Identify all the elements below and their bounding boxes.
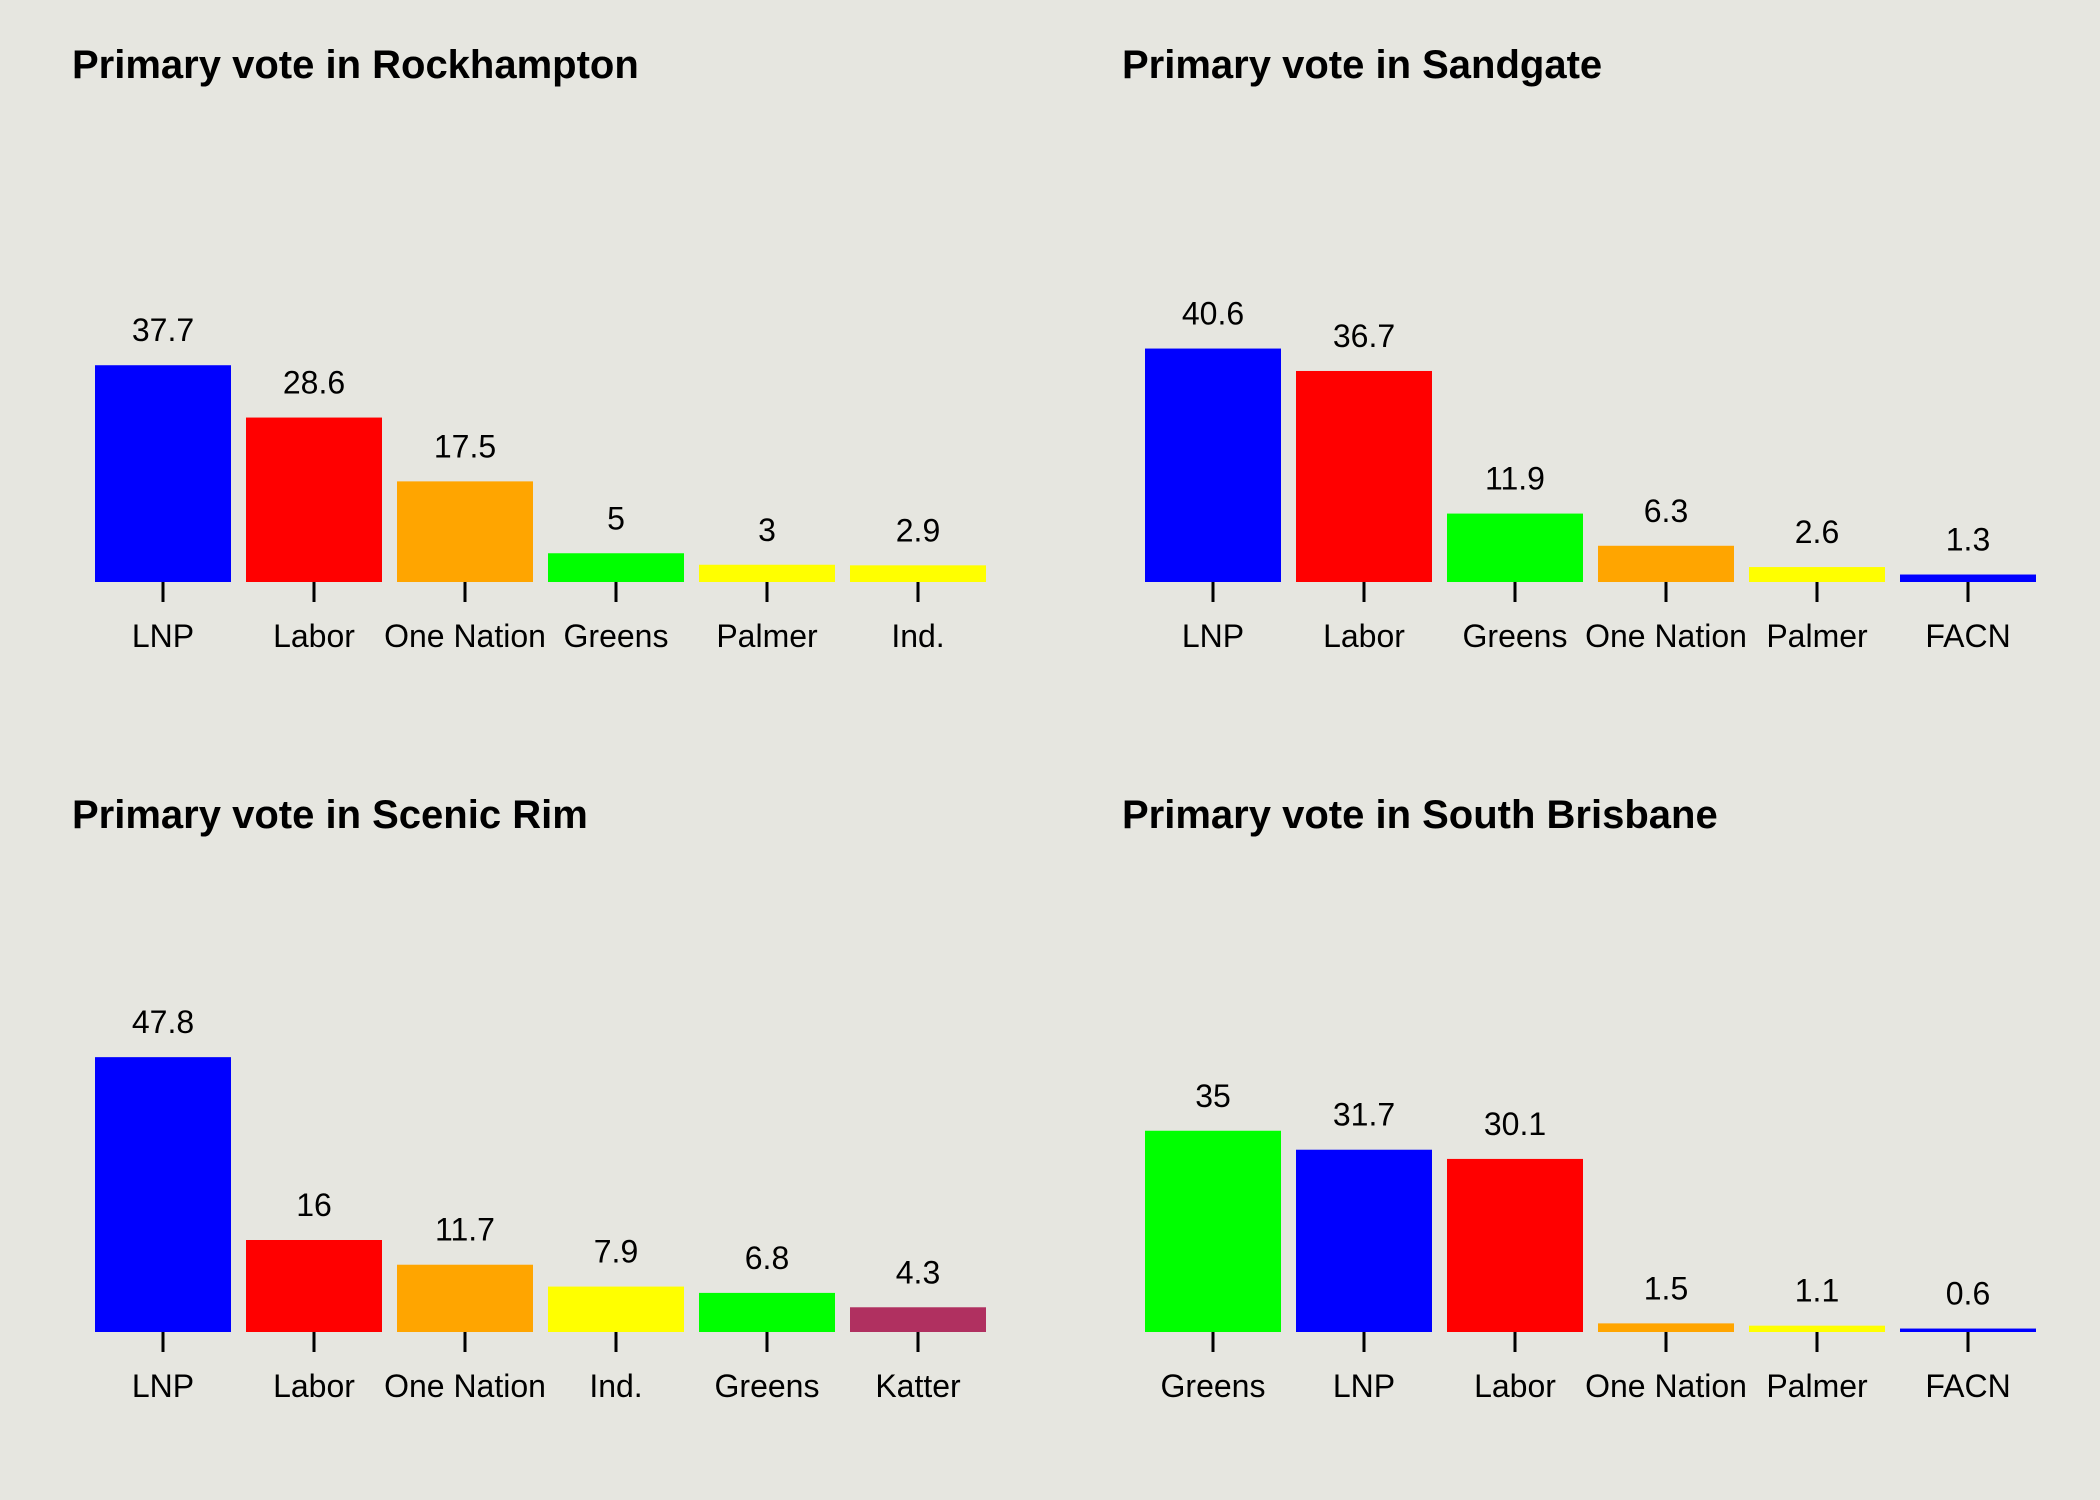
chart-title: Primary vote in Rockhampton [72, 43, 639, 87]
x-tick-label: Ind. [589, 1368, 642, 1404]
data-label: 31.7 [1333, 1097, 1395, 1133]
bar-greens [548, 553, 684, 582]
bar-facn [1900, 574, 2036, 582]
bar-chart-panel-2: Primary vote in Sandgate 40.6 LNP 36.7 Labor… [1122, 43, 2036, 654]
bar-lnp [95, 1057, 231, 1332]
data-label: 2.9 [896, 512, 940, 548]
x-tick-label: Labor [273, 618, 355, 654]
x-tick-label: LNP [1333, 1368, 1395, 1404]
bar-one-nation [1598, 1323, 1734, 1332]
data-label: 0.6 [1946, 1276, 1990, 1312]
x-tick-label: Katter [875, 1368, 961, 1404]
bar-greens [699, 1292, 835, 1332]
bar-greens [1447, 513, 1583, 582]
bar-palmer [1749, 567, 1885, 582]
x-tick-label: LNP [1182, 618, 1244, 654]
bar-labor [246, 1240, 382, 1332]
bar-chart-panel-4: Primary vote in South Brisbane 35 Greens 31… [1122, 793, 2036, 1404]
bar-one-nation [1598, 545, 1734, 582]
data-label: 7.9 [594, 1234, 638, 1270]
bar-labor [246, 417, 382, 582]
bar-chart-panel-1: Primary vote in Rockhampton 37.7 LNP 28.6 La… [72, 43, 986, 654]
data-label: 11.9 [1485, 461, 1545, 497]
bar-katter [850, 1307, 986, 1332]
x-tick-label: LNP [132, 1368, 194, 1404]
x-tick-label: LNP [132, 618, 194, 654]
data-label: 47.8 [132, 1004, 194, 1040]
x-tick-label: Greens [564, 618, 669, 654]
data-label: 1.3 [1946, 522, 1990, 558]
data-label: 1.1 [1795, 1273, 1839, 1309]
bar-ind- [548, 1286, 684, 1332]
x-tick-label: Palmer [1766, 618, 1868, 654]
x-tick-label: Greens [715, 1368, 820, 1404]
chart-title: Primary vote in Scenic Rim [72, 793, 588, 837]
bar-facn [1900, 1328, 2036, 1332]
x-tick-label: One Nation [1585, 1368, 1747, 1404]
x-tick-label: One Nation [1585, 618, 1747, 654]
data-label: 2.6 [1795, 514, 1839, 550]
data-label: 17.5 [434, 428, 496, 464]
x-tick-label: Greens [1161, 1368, 1266, 1404]
x-tick-label: One Nation [384, 618, 546, 654]
chart-title: Primary vote in South Brisbane [1122, 793, 1718, 837]
bar-one-nation [397, 1264, 533, 1332]
x-tick-label: FACN [1925, 618, 2010, 654]
x-tick-label: Ind. [891, 618, 944, 654]
bar-palmer [699, 564, 835, 582]
data-label: 28.6 [283, 365, 345, 401]
x-tick-label: Palmer [716, 618, 818, 654]
bar-lnp [1145, 348, 1281, 582]
bar-labor [1447, 1158, 1583, 1332]
panels: Primary vote in Rockhampton 37.7 LNP 28.6 La… [72, 43, 2036, 1404]
bar-palmer [1749, 1325, 1885, 1332]
data-label: 11.7 [435, 1212, 495, 1248]
x-tick-label: Labor [1474, 1368, 1556, 1404]
data-label: 3 [758, 512, 776, 548]
data-label: 35 [1195, 1078, 1231, 1114]
bar-lnp [95, 365, 231, 582]
bar-greens [1145, 1130, 1281, 1332]
x-tick-label: Labor [1323, 618, 1405, 654]
data-label: 5 [607, 500, 625, 536]
chart-title: Primary vote in Sandgate [1122, 43, 1602, 87]
data-label: 40.6 [1182, 296, 1244, 332]
data-label: 6.3 [1644, 493, 1688, 529]
x-tick-label: Palmer [1766, 1368, 1868, 1404]
bar-one-nation [397, 481, 533, 582]
bar-ind- [850, 565, 986, 582]
data-label: 37.7 [132, 312, 194, 348]
bar-lnp [1296, 1149, 1432, 1332]
data-label: 1.5 [1644, 1270, 1688, 1306]
x-tick-label: One Nation [384, 1368, 546, 1404]
data-label: 16 [296, 1187, 332, 1223]
x-tick-label: Greens [1463, 618, 1568, 654]
bar-labor [1296, 370, 1432, 582]
data-label: 6.8 [745, 1240, 789, 1276]
data-label: 4.3 [896, 1254, 940, 1290]
x-tick-label: FACN [1925, 1368, 2010, 1404]
data-label: 30.1 [1484, 1106, 1546, 1142]
x-tick-label: Labor [273, 1368, 355, 1404]
data-label: 36.7 [1333, 318, 1395, 354]
bar-chart-panel-3: Primary vote in Scenic Rim 47.8 LNP 16 Labor… [72, 793, 986, 1404]
